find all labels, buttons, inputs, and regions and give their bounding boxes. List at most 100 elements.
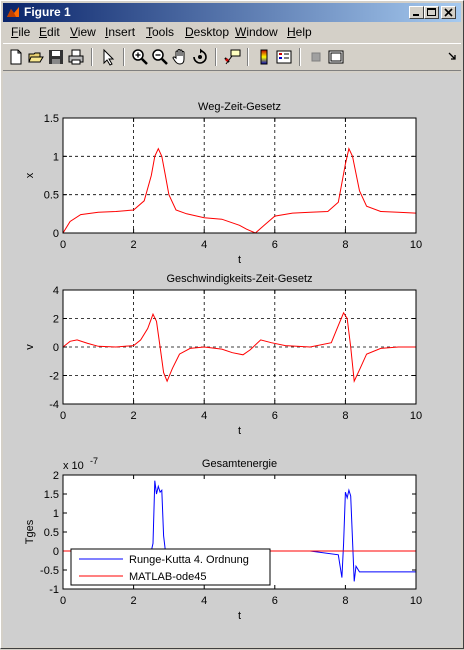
x-tick-label: 10	[410, 595, 422, 607]
x-tick-label: 8	[342, 239, 348, 251]
x-axis-label: t	[238, 254, 241, 266]
pan-hand-icon[interactable]	[171, 48, 189, 66]
dock-arrow-icon[interactable]	[447, 51, 457, 61]
legend-entry: MATLAB-ode45	[129, 571, 206, 583]
y-tick-label: 0	[53, 342, 59, 354]
menu-bar: File Edit View Insert Tools Desktop Window Help	[3, 23, 461, 42]
matlab-figure-icon	[7, 7, 19, 17]
y-tick-label: 1.5	[44, 489, 59, 501]
zoom-in-icon[interactable]	[131, 48, 149, 66]
rotate-3d-icon[interactable]	[191, 48, 209, 66]
y-tick-label: 1	[53, 508, 59, 520]
x-tick-label: 8	[342, 595, 348, 607]
x-tick-label: 2	[131, 595, 137, 607]
plot-background	[63, 118, 416, 233]
y-tick-label: -1	[49, 584, 59, 596]
axes-3[interactable]: 0 2 4 6 8 10 -1 -0.5 0 0.5 1 1.5 2 Gesamtenergie t Tges…	[24, 456, 422, 622]
legend[interactable]: Runge-Kutta 4. Ordnung MATLAB-ode45	[70, 548, 271, 586]
series-line-1	[62, 147, 417, 234]
x-tick-label: 6	[272, 239, 278, 251]
series-line-1	[62, 311, 416, 384]
y-tick-label: 1.5	[44, 113, 59, 125]
y-tick-label: 0	[53, 228, 59, 240]
menu-desktop[interactable]: Desktop	[185, 25, 230, 39]
menu-help[interactable]: Help	[287, 25, 312, 39]
colorbar-icon[interactable]	[255, 48, 273, 66]
y-axis-label: Tges	[24, 519, 36, 544]
x-tick-label: 4	[201, 410, 207, 422]
y-tick-label: -2	[49, 371, 59, 383]
save-icon[interactable]	[47, 48, 65, 66]
axis-exponent-label: x 10	[63, 460, 84, 472]
menu-tools[interactable]: Tools	[146, 25, 175, 39]
y-tick-label: -4	[49, 399, 59, 411]
toolbar-separator	[215, 48, 217, 66]
new-figure-icon[interactable]	[7, 48, 25, 66]
zoom-out-icon[interactable]	[151, 48, 169, 66]
minimize-button[interactable]	[409, 6, 424, 19]
x-tick-label: 10	[410, 239, 422, 251]
toolbar-separator	[247, 48, 249, 66]
menu-insert[interactable]: Insert	[105, 25, 136, 39]
data-cursor-icon[interactable]	[223, 48, 241, 66]
x-tick-label: 2	[131, 410, 137, 422]
figure-toolbar	[3, 43, 461, 71]
axis-exponent-power: -7	[90, 456, 98, 466]
x-tick-label: 0	[60, 410, 66, 422]
toolbar-separator	[123, 48, 125, 66]
open-file-icon[interactable]	[27, 48, 45, 66]
menu-window[interactable]: Window	[235, 25, 278, 39]
y-tick-label: 1	[53, 151, 59, 163]
close-icon	[444, 8, 453, 17]
axes-title: Geschwindigkeits-Zeit-Gesetz	[166, 273, 312, 285]
toolbar-separator	[299, 48, 301, 66]
maximize-icon	[427, 8, 436, 16]
y-tick-label: -0.5	[40, 565, 59, 577]
title-bar[interactable]: Figure 1	[3, 3, 461, 22]
x-tick-label: 4	[201, 595, 207, 607]
legend-entry: Runge-Kutta 4. Ordnung	[129, 554, 249, 566]
x-tick-label: 10	[410, 410, 422, 422]
y-tick-label: 0.5	[44, 190, 59, 202]
x-tick-label: 0	[60, 595, 66, 607]
axes-frame	[62, 117, 417, 234]
toolbar-separator	[91, 48, 93, 66]
y-tick-label: 4	[53, 285, 59, 297]
show-plot-tools-icon[interactable]	[327, 48, 345, 66]
x-tick-label: 2	[131, 239, 137, 251]
x-axis-label: t	[238, 610, 241, 622]
x-tick-label: 6	[272, 595, 278, 607]
y-tick-label: 0.5	[44, 527, 59, 539]
legend-icon[interactable]	[275, 48, 293, 66]
menu-view[interactable]: View	[70, 25, 96, 39]
axes-title: Gesamtenergie	[202, 458, 277, 470]
legend-box	[70, 548, 271, 586]
close-button[interactable]	[441, 6, 456, 19]
y-tick-label: 0	[53, 546, 59, 558]
x-tick-label: 6	[272, 410, 278, 422]
y-axis-label: v	[24, 344, 36, 350]
y-axis-label: x	[24, 172, 36, 178]
minimize-icon	[413, 14, 419, 16]
axes-2[interactable]: 0 2 4 6 8 10 -4 -2 0 2 4 Geschwindigkeits-Zeit-Gese…	[24, 273, 422, 437]
x-tick-label: 4	[201, 239, 207, 251]
print-icon[interactable]	[67, 48, 85, 66]
y-tick-label: 2	[53, 314, 59, 326]
edit-plot-arrow-icon[interactable]	[99, 48, 117, 66]
window-title: Figure 1	[24, 5, 71, 19]
y-tick-label: 2	[53, 470, 59, 482]
figure-canvas: 0 2 4 6 8 10 0 0.5 1 1.5 Weg-Zeit-Gesetz t x 0 2 4 6 8 10-…	[3, 73, 461, 647]
hide-plot-tools-icon[interactable]	[307, 48, 325, 66]
axes-title: Weg-Zeit-Gesetz	[198, 101, 281, 113]
axes-frame	[62, 474, 417, 590]
axes-frame	[62, 289, 417, 405]
x-tick-label: 0	[60, 239, 66, 251]
menu-edit[interactable]: Edit	[39, 25, 60, 39]
menu-file[interactable]: File	[11, 25, 31, 39]
x-axis-label: t	[238, 425, 241, 437]
maximize-button[interactable]	[424, 6, 439, 19]
axes-1[interactable]: 0 2 4 6 8 10 0 0.5 1 1.5 Weg-Zeit-Gesetz t x	[24, 101, 422, 266]
x-tick-label: 8	[342, 410, 348, 422]
